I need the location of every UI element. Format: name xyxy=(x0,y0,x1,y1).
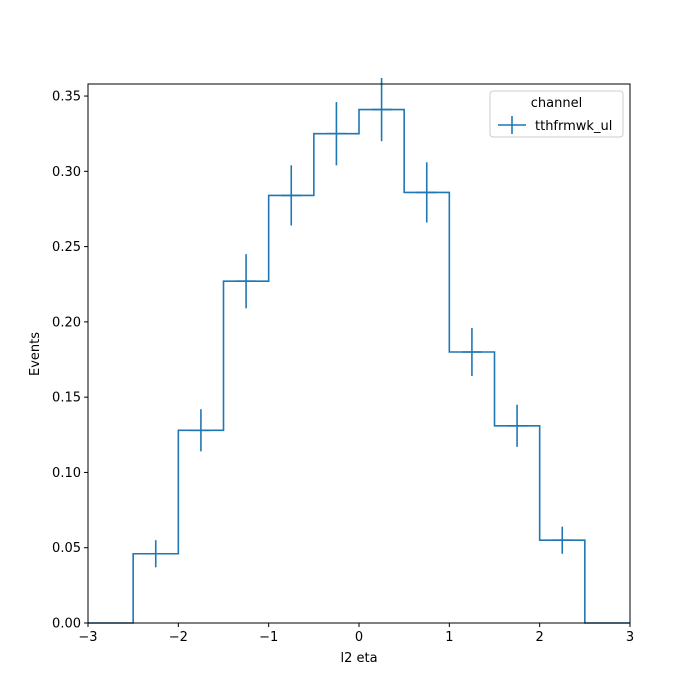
y-tick-label: 0.30 xyxy=(52,165,81,180)
y-tick-label: 0.00 xyxy=(52,617,81,632)
legend: channel tthfrmwk_ul xyxy=(489,90,624,138)
series-step-line-0 xyxy=(88,108,630,624)
legend-title: channel xyxy=(531,96,582,111)
y-axis: 0.00 0.05 0.10 0.15 0.20 0.25 0.30 0.35 xyxy=(52,90,88,632)
y-tick-label: 0.35 xyxy=(52,90,81,105)
y-tick-label: 0.25 xyxy=(52,240,81,255)
legend-entry-tthfrmwk_ul: tthfrmwk_ul xyxy=(535,119,612,134)
y-tick-label: 0.05 xyxy=(52,541,81,556)
y-axis-label: Events xyxy=(28,332,43,376)
y-tick-label: 0.15 xyxy=(52,391,81,406)
y-tick-label: 0.20 xyxy=(52,315,81,330)
y-tick-label: 0.10 xyxy=(52,466,81,481)
x-tick-label: 0 xyxy=(355,630,363,645)
x-tick-label: −2 xyxy=(169,630,188,645)
x-tick-label: 1 xyxy=(445,630,453,645)
plot-area xyxy=(88,77,630,624)
x-tick-label: −1 xyxy=(259,630,278,645)
x-tick-label: 3 xyxy=(626,630,634,645)
x-axis: −3 −2 −1 0 1 2 3 xyxy=(78,623,634,645)
x-axis-label: l2 eta xyxy=(340,651,377,666)
x-tick-label: 2 xyxy=(536,630,544,645)
x-tick-label: −3 xyxy=(78,630,97,645)
